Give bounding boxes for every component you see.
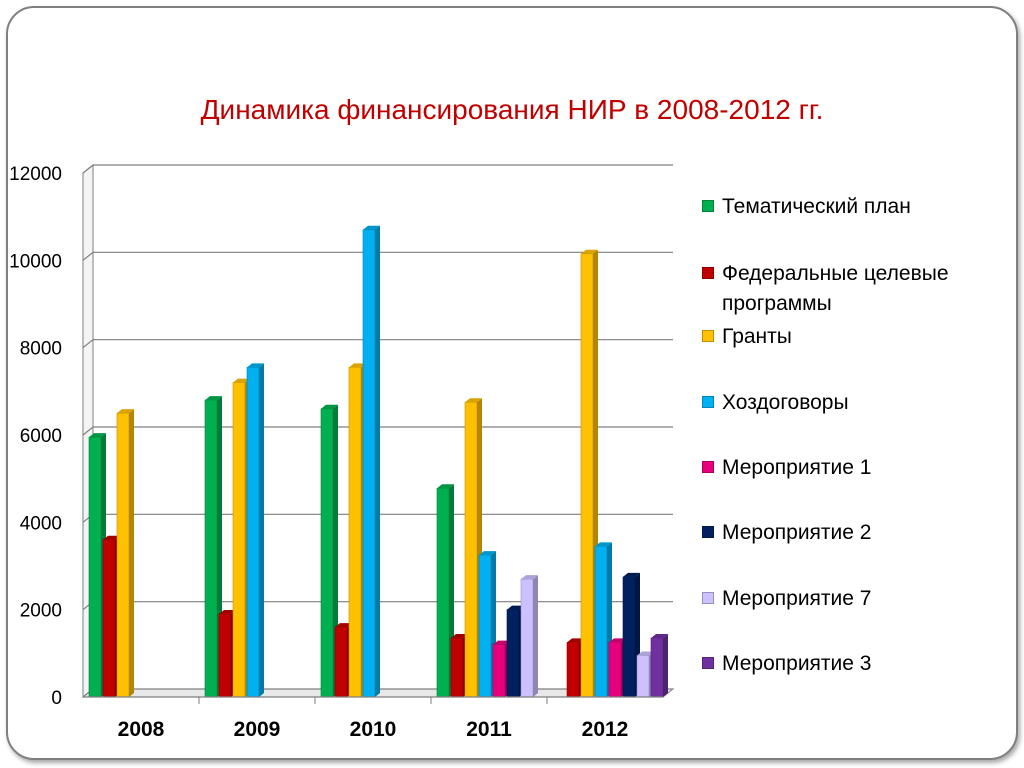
x-tick-label: 2010 bbox=[350, 718, 397, 741]
legend-label: Мероприятие 2 bbox=[722, 521, 872, 544]
y-tick-label: 10000 bbox=[9, 251, 62, 272]
legend-label: Мероприятие 7 bbox=[722, 587, 872, 610]
bar bbox=[246, 363, 264, 698]
legend-label: Хоздоговоры bbox=[722, 391, 849, 414]
legend-swatch bbox=[702, 592, 714, 604]
legend-swatch bbox=[702, 396, 714, 408]
chart-title: Динамика финансирования НИР в 2008-2012 … bbox=[200, 94, 824, 125]
y-tick-label: 8000 bbox=[20, 339, 62, 360]
y-tick-label: 2000 bbox=[20, 601, 62, 622]
legend-swatch bbox=[702, 267, 714, 279]
legend-label: Федеральные целевые программы bbox=[722, 262, 949, 315]
gridline bbox=[82, 339, 673, 349]
bar bbox=[116, 409, 134, 698]
bar bbox=[204, 396, 222, 698]
legend-label: Гранты bbox=[722, 325, 792, 348]
legend-label: Тематический план bbox=[722, 195, 911, 218]
legend-swatch bbox=[702, 200, 714, 212]
bar bbox=[362, 225, 380, 698]
bar bbox=[520, 575, 538, 698]
bar bbox=[478, 551, 496, 698]
y-tick-label: 6000 bbox=[20, 426, 62, 447]
x-tick-label: 2009 bbox=[234, 718, 281, 741]
legend-swatch bbox=[702, 330, 714, 342]
legend-label: Мероприятие 3 bbox=[722, 652, 872, 675]
x-tick-label: 2012 bbox=[582, 718, 629, 741]
bar bbox=[464, 398, 482, 698]
legend-label: Мероприятие 1 bbox=[722, 456, 872, 479]
bar bbox=[650, 634, 668, 698]
y-tick-label: 4000 bbox=[20, 513, 62, 534]
bar bbox=[320, 404, 338, 698]
x-tick-label: 2011 bbox=[466, 718, 512, 741]
gridline bbox=[82, 164, 673, 174]
legend-swatch bbox=[702, 657, 714, 669]
y-tick-label: 0 bbox=[51, 688, 62, 709]
x-tick-label: 2008 bbox=[118, 718, 165, 741]
legend-swatch bbox=[702, 461, 714, 473]
legend-swatch bbox=[702, 526, 714, 538]
y-tick-label: 12000 bbox=[9, 164, 62, 185]
gridline bbox=[82, 251, 673, 261]
